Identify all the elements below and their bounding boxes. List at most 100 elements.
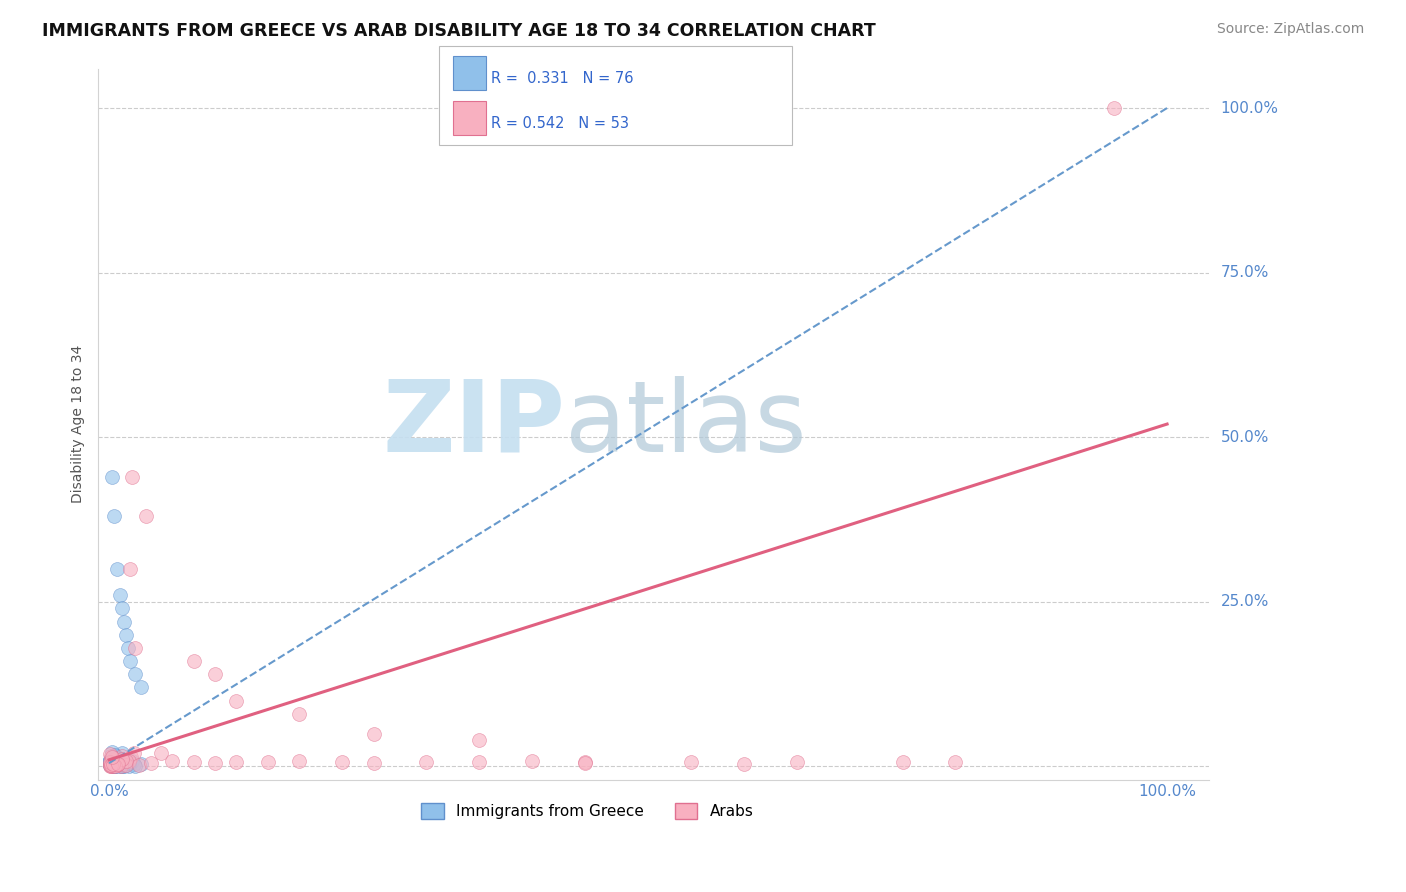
- Point: [111, 746, 134, 760]
- Point: [103, 756, 125, 771]
- Point: [107, 754, 129, 768]
- Point: [107, 562, 129, 576]
- Point: [98, 757, 121, 772]
- Point: [101, 469, 124, 483]
- Point: [98, 759, 121, 773]
- Point: [107, 756, 129, 771]
- Point: [98, 757, 121, 772]
- Text: 100.0%: 100.0%: [1220, 101, 1278, 116]
- Text: 50.0%: 50.0%: [1220, 430, 1268, 445]
- Point: [131, 756, 153, 771]
- Point: [101, 759, 124, 773]
- Point: [124, 746, 146, 760]
- Point: [118, 755, 141, 769]
- Point: [101, 758, 124, 772]
- Point: [115, 628, 138, 642]
- Point: [101, 753, 124, 767]
- Point: [100, 756, 122, 770]
- Point: [101, 753, 124, 767]
- Point: [100, 754, 122, 768]
- Point: [120, 654, 142, 668]
- Point: [786, 756, 808, 770]
- Point: [105, 756, 128, 771]
- Text: atlas: atlas: [565, 376, 807, 473]
- Point: [111, 752, 134, 766]
- Point: [101, 745, 124, 759]
- Point: [103, 758, 125, 772]
- Point: [98, 753, 121, 767]
- Point: [104, 754, 127, 768]
- Point: [105, 758, 128, 772]
- Point: [103, 757, 125, 772]
- Point: [225, 755, 247, 769]
- Point: [111, 759, 134, 773]
- Point: [120, 562, 142, 576]
- Point: [110, 752, 132, 766]
- Point: [1102, 101, 1125, 115]
- Point: [945, 755, 967, 769]
- Point: [468, 733, 491, 747]
- Point: [118, 755, 141, 769]
- Point: [103, 759, 125, 773]
- Point: [107, 758, 129, 772]
- Point: [103, 509, 125, 524]
- Point: [111, 748, 134, 763]
- Point: [100, 756, 122, 770]
- Point: [415, 755, 437, 769]
- Point: [288, 706, 311, 721]
- Point: [363, 726, 385, 740]
- Point: [121, 754, 143, 768]
- Point: [107, 756, 129, 771]
- Point: [98, 758, 121, 772]
- Point: [110, 759, 132, 773]
- Point: [129, 681, 152, 695]
- Legend: Immigrants from Greece, Arabs: Immigrants from Greece, Arabs: [415, 797, 759, 825]
- Point: [101, 757, 124, 772]
- Point: [100, 758, 122, 772]
- Point: [111, 601, 134, 615]
- Point: [104, 752, 127, 766]
- Point: [104, 753, 127, 767]
- Point: [98, 758, 121, 772]
- Point: [204, 756, 226, 771]
- Point: [105, 757, 128, 772]
- Text: 25.0%: 25.0%: [1220, 594, 1268, 609]
- Point: [288, 754, 311, 768]
- Point: [522, 754, 544, 768]
- Point: [468, 756, 491, 770]
- Point: [108, 756, 131, 771]
- Point: [135, 509, 157, 524]
- Point: [104, 748, 127, 763]
- Point: [118, 758, 141, 772]
- Point: [104, 759, 127, 773]
- Point: [101, 750, 124, 764]
- Point: [104, 758, 127, 772]
- Point: [107, 751, 129, 765]
- Text: IMMIGRANTS FROM GREECE VS ARAB DISABILITY AGE 18 TO 34 CORRELATION CHART: IMMIGRANTS FROM GREECE VS ARAB DISABILIT…: [42, 22, 876, 40]
- Point: [118, 756, 141, 771]
- Point: [104, 753, 127, 767]
- Point: [103, 754, 125, 768]
- Point: [104, 755, 127, 769]
- Point: [103, 759, 125, 773]
- Point: [98, 747, 121, 761]
- Point: [105, 757, 128, 772]
- Point: [183, 654, 205, 668]
- Point: [100, 759, 122, 773]
- Point: [104, 752, 127, 766]
- Point: [225, 693, 247, 707]
- Point: [679, 755, 702, 769]
- Point: [103, 757, 125, 772]
- Point: [891, 756, 914, 770]
- Point: [107, 757, 129, 772]
- Point: [149, 746, 172, 760]
- Point: [256, 756, 278, 770]
- Point: [107, 756, 129, 771]
- Point: [117, 640, 139, 655]
- Point: [110, 759, 132, 773]
- Point: [108, 752, 131, 766]
- Point: [100, 758, 122, 772]
- Text: Source: ZipAtlas.com: Source: ZipAtlas.com: [1216, 22, 1364, 37]
- Point: [98, 758, 121, 772]
- Point: [112, 615, 135, 629]
